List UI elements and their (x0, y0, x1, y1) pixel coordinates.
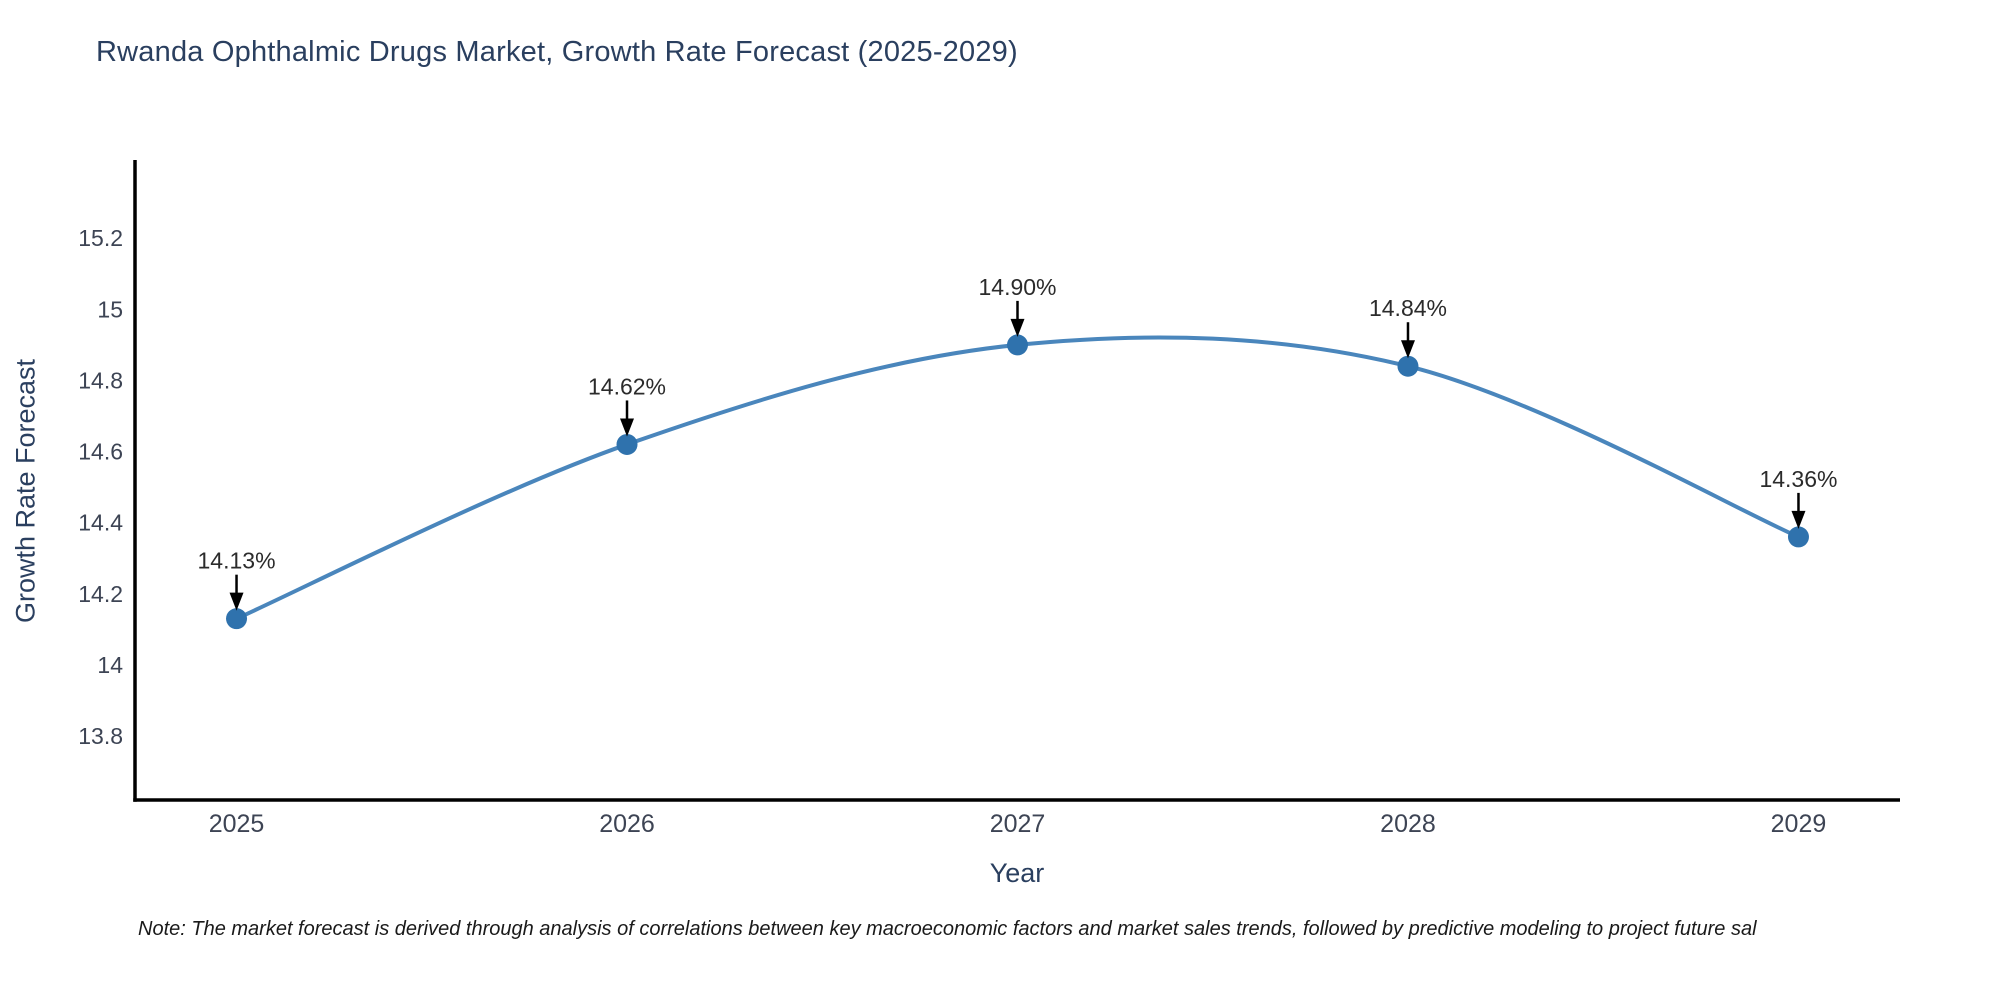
data-point-marker (616, 433, 638, 455)
point-value-annotation: 14.36% (1759, 466, 1837, 492)
annotation-arrowhead-icon (1010, 318, 1025, 337)
x-tick-label: 2029 (1771, 810, 1827, 838)
data-point-marker (1397, 355, 1419, 377)
x-tick-label: 2028 (1380, 810, 1436, 838)
data-point-marker (1007, 334, 1028, 356)
y-tick-label: 14 (97, 652, 123, 678)
x-tick-label: 2026 (599, 810, 655, 838)
y-tick-label: 15 (97, 296, 123, 322)
annotation-arrowhead-icon (620, 418, 635, 437)
annotation-arrowhead-icon (229, 592, 244, 611)
y-tick-label: 14.4 (78, 510, 123, 536)
forecast-line (234, 335, 1801, 621)
y-tick-label: 15.2 (78, 225, 123, 251)
y-tick-label: 14.2 (78, 581, 123, 607)
point-value-annotation: 14.84% (1369, 295, 1447, 321)
annotation-arrowhead-icon (1791, 510, 1806, 529)
y-tick-label: 14.8 (78, 367, 123, 393)
y-tick-label: 13.8 (78, 723, 123, 749)
point-value-annotation: 14.90% (978, 274, 1056, 300)
chart-title: Rwanda Ophthalmic Drugs Market, Growth R… (96, 36, 1018, 68)
point-value-annotation: 14.13% (198, 548, 276, 574)
data-point-marker (226, 608, 248, 630)
data-point-marker (1787, 526, 1809, 548)
x-tick-label: 2027 (990, 810, 1046, 838)
annotation-arrowhead-icon (1400, 340, 1415, 359)
footnote-text: Note: The market forecast is derived thr… (138, 918, 1757, 940)
point-value-annotation: 14.62% (588, 373, 666, 399)
x-axis-title: Year (989, 858, 1045, 888)
x-tick-label: 2025 (209, 810, 265, 838)
y-tick-label: 14.6 (78, 439, 123, 465)
